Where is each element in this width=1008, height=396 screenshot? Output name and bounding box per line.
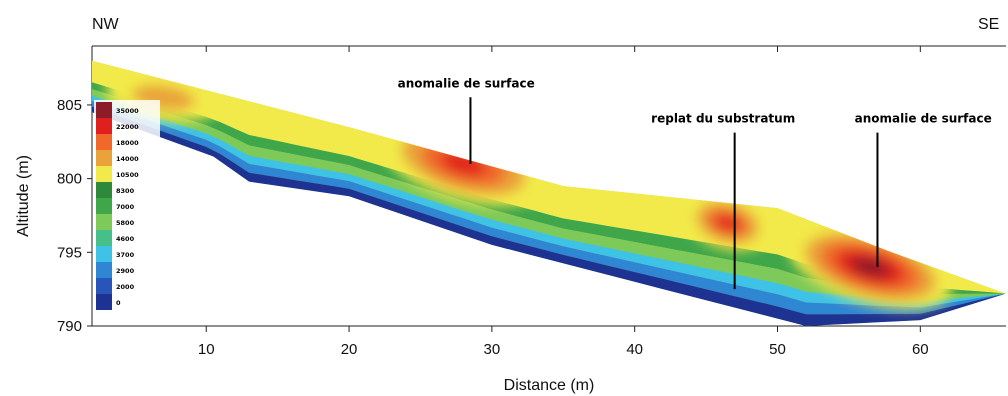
resistivity-band <box>92 60 1006 294</box>
axis-ticks: 10 20 30 40 50 60 790 795 800 805 <box>57 46 929 358</box>
section-fill <box>92 60 1006 326</box>
legend-label: 3700 <box>116 251 135 259</box>
color-scale-legend: 35000 22000 18000 14000 10500 8300 7000 5800 460… <box>94 100 160 312</box>
y-tick-label: 805 <box>57 97 82 114</box>
x-tick-label: 50 <box>769 341 786 358</box>
x-tick-label: 10 <box>198 341 215 358</box>
annotations: anomalie de surface replat du substratum a… <box>398 76 992 290</box>
annotation-label: replat du substratum <box>651 112 795 126</box>
se-label: SE <box>978 16 1000 33</box>
legend-swatch <box>96 294 112 310</box>
legend-swatch <box>96 214 112 230</box>
legend-swatch <box>96 246 112 262</box>
annotation-label: anomalie de surface <box>855 112 992 126</box>
legend-label: 8300 <box>116 187 135 195</box>
legend-label: 7000 <box>116 203 135 211</box>
legend-swatch <box>96 150 112 166</box>
anomaly-ring <box>715 214 740 231</box>
legend-label: 18000 <box>116 139 139 147</box>
legend-label: 2000 <box>116 283 135 291</box>
legend-label: 0 <box>116 299 121 307</box>
legend-label: 4600 <box>116 235 135 243</box>
y-tick-label: 795 <box>57 244 82 261</box>
legend-label: 22000 <box>116 123 139 131</box>
legend-swatch <box>96 134 112 150</box>
legend-label: 35000 <box>116 107 139 115</box>
legend-swatch <box>96 198 112 214</box>
x-tick-label: 60 <box>912 341 929 358</box>
legend-swatch <box>96 262 112 278</box>
legend-label: 5800 <box>116 219 135 227</box>
nw-label: NW <box>92 16 119 33</box>
x-axis-title: Distance (m) <box>504 377 595 394</box>
legend-label: 2900 <box>116 267 135 275</box>
legend-swatch <box>96 278 112 294</box>
y-tick-label: 800 <box>57 171 82 188</box>
resistivity-section <box>92 60 1006 326</box>
y-axis-title: Altitude (m) <box>15 155 32 237</box>
legend-label: 14000 <box>116 155 139 163</box>
annotation-label: anomalie de surface <box>398 76 535 90</box>
legend-swatch <box>96 166 112 182</box>
x-tick-label: 20 <box>341 341 358 358</box>
y-tick-label: 790 <box>57 318 82 335</box>
legend-swatch <box>96 118 112 134</box>
x-tick-label: 40 <box>626 341 643 358</box>
anomaly-ring <box>851 257 890 277</box>
legend-swatch <box>96 182 112 198</box>
legend-swatch <box>96 230 112 246</box>
x-tick-label: 30 <box>484 341 501 358</box>
anomaly <box>686 195 769 251</box>
legend-swatch <box>96 102 112 118</box>
legend-label: 10500 <box>116 171 139 179</box>
